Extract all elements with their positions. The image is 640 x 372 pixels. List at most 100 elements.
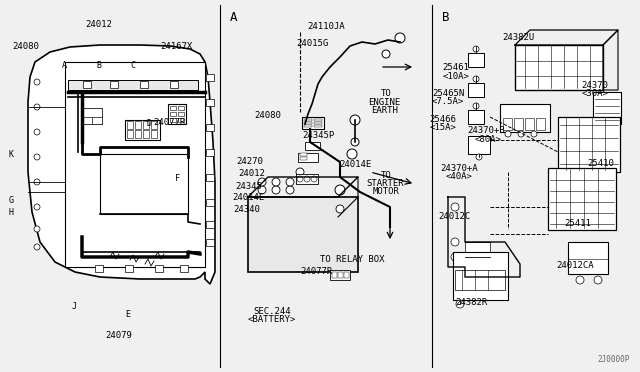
Circle shape xyxy=(351,138,359,146)
Bar xyxy=(178,118,184,122)
Text: 24014E: 24014E xyxy=(340,160,372,169)
Bar xyxy=(82,117,92,124)
Bar xyxy=(515,45,603,90)
Bar xyxy=(143,130,149,138)
Bar xyxy=(468,83,484,97)
Circle shape xyxy=(473,46,479,52)
Bar xyxy=(180,265,188,272)
Bar xyxy=(304,125,312,127)
Circle shape xyxy=(531,131,537,137)
Text: 24012C: 24012C xyxy=(438,212,470,221)
Text: 24014E: 24014E xyxy=(232,193,264,202)
Circle shape xyxy=(286,186,294,194)
Text: K: K xyxy=(8,150,13,159)
Circle shape xyxy=(347,149,357,159)
Text: B: B xyxy=(442,10,449,23)
Text: 25465N: 25465N xyxy=(432,89,464,98)
Circle shape xyxy=(118,165,142,189)
Text: 25410: 25410 xyxy=(587,159,614,168)
Text: TO: TO xyxy=(381,171,392,180)
Circle shape xyxy=(286,178,294,186)
Text: SEC.244: SEC.244 xyxy=(254,307,291,316)
Bar xyxy=(296,174,318,184)
Bar xyxy=(298,153,318,162)
Circle shape xyxy=(34,226,40,232)
Circle shape xyxy=(456,300,464,308)
Bar xyxy=(170,106,176,110)
Text: 24080: 24080 xyxy=(12,42,39,51)
Bar xyxy=(155,265,163,272)
Text: 24015G: 24015G xyxy=(296,39,328,48)
Text: E: E xyxy=(125,310,131,319)
Text: 24012: 24012 xyxy=(239,169,266,178)
Text: 24110JA: 24110JA xyxy=(308,22,345,31)
Bar xyxy=(170,118,176,122)
Text: 24370+A: 24370+A xyxy=(441,164,478,173)
Circle shape xyxy=(451,203,459,211)
Circle shape xyxy=(34,204,40,210)
Text: ENGINE: ENGINE xyxy=(368,98,400,107)
Circle shape xyxy=(473,76,479,82)
Bar xyxy=(332,272,337,278)
Bar xyxy=(206,99,214,106)
Bar xyxy=(536,118,545,130)
Bar xyxy=(206,124,214,131)
Text: 24270: 24270 xyxy=(236,157,263,166)
Circle shape xyxy=(518,131,524,137)
Bar xyxy=(170,81,178,88)
Bar xyxy=(206,239,214,246)
Bar xyxy=(151,130,157,138)
Bar xyxy=(330,270,350,280)
Text: J: J xyxy=(71,302,76,311)
Text: 24382R: 24382R xyxy=(455,298,487,307)
Text: H: H xyxy=(8,208,13,217)
Bar xyxy=(503,118,512,130)
Circle shape xyxy=(34,179,40,185)
Text: 2J0000P: 2J0000P xyxy=(598,356,630,365)
Bar xyxy=(206,174,214,181)
Text: EARTH: EARTH xyxy=(371,106,398,115)
Circle shape xyxy=(505,131,511,137)
PathPatch shape xyxy=(28,45,215,284)
Bar xyxy=(302,117,324,129)
Bar xyxy=(110,81,118,88)
Text: TO RELAY BOX: TO RELAY BOX xyxy=(321,255,385,264)
Bar xyxy=(92,117,102,124)
Bar xyxy=(82,108,102,117)
Bar xyxy=(593,92,621,124)
Circle shape xyxy=(451,253,459,261)
Bar xyxy=(206,149,214,156)
Text: <7.5A>: <7.5A> xyxy=(432,97,464,106)
Circle shape xyxy=(473,103,479,109)
Bar xyxy=(525,118,534,130)
Circle shape xyxy=(110,157,150,197)
Bar xyxy=(170,112,176,116)
Text: 24077R: 24077R xyxy=(300,267,332,276)
Text: 24167X: 24167X xyxy=(160,42,192,51)
Text: 24382U: 24382U xyxy=(502,33,534,42)
Bar xyxy=(338,272,343,278)
Bar xyxy=(95,265,103,272)
Circle shape xyxy=(350,115,360,125)
Text: <40A>: <40A> xyxy=(446,172,473,181)
Bar xyxy=(178,112,184,116)
Text: 25461: 25461 xyxy=(442,63,469,72)
Bar xyxy=(314,125,322,127)
Circle shape xyxy=(34,104,40,110)
Circle shape xyxy=(34,154,40,160)
Bar xyxy=(135,121,141,129)
Text: B: B xyxy=(97,61,102,70)
Bar xyxy=(314,119,322,121)
Circle shape xyxy=(336,205,344,213)
Bar xyxy=(455,270,505,290)
Bar xyxy=(68,80,198,90)
Bar xyxy=(151,121,157,129)
Circle shape xyxy=(335,185,345,195)
Bar xyxy=(304,122,312,124)
Bar xyxy=(453,252,508,300)
Circle shape xyxy=(576,276,584,284)
Circle shape xyxy=(451,238,459,246)
Circle shape xyxy=(258,178,266,186)
Bar xyxy=(83,81,91,88)
Text: TO: TO xyxy=(381,89,392,98)
